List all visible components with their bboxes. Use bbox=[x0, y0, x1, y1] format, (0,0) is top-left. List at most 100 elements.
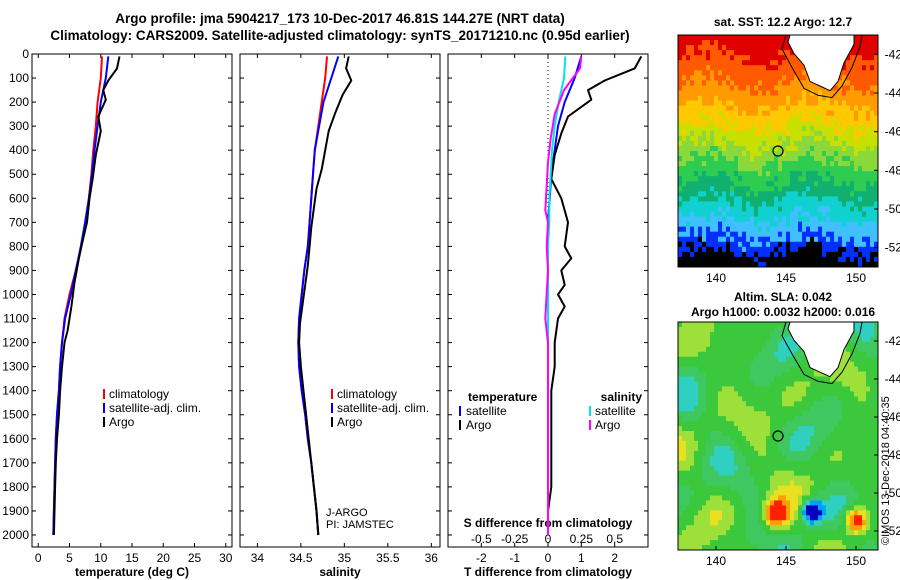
map-cell bbox=[802, 206, 807, 213]
map-cell bbox=[830, 460, 835, 467]
map-cell bbox=[742, 411, 747, 417]
map-cell bbox=[762, 125, 767, 132]
map-cell bbox=[854, 510, 859, 516]
map-cell bbox=[870, 411, 875, 417]
map-cell bbox=[834, 421, 839, 427]
map-cell bbox=[774, 105, 779, 112]
map-cell bbox=[838, 201, 843, 207]
map-cell bbox=[734, 171, 739, 177]
map-cell bbox=[794, 515, 799, 521]
map-cell bbox=[818, 480, 823, 487]
map-cell bbox=[778, 151, 783, 157]
map-cell bbox=[762, 256, 767, 263]
map-cell bbox=[718, 465, 723, 472]
map-cell bbox=[686, 510, 691, 516]
lon-tick-label: 150 bbox=[846, 271, 866, 285]
map-cell bbox=[746, 401, 751, 407]
map-cell bbox=[810, 366, 815, 373]
map-cell bbox=[798, 75, 803, 81]
map-cell bbox=[794, 505, 799, 511]
map-cell bbox=[698, 505, 703, 511]
map-cell bbox=[778, 445, 783, 452]
map-cell bbox=[758, 421, 763, 427]
map-cell bbox=[730, 70, 735, 76]
map-cell bbox=[718, 470, 723, 477]
map-cell bbox=[746, 485, 751, 492]
map-cell bbox=[690, 485, 695, 492]
map-cell bbox=[806, 110, 811, 117]
map-cell bbox=[794, 361, 799, 368]
map-cell bbox=[742, 495, 747, 501]
map-cell bbox=[730, 381, 735, 387]
map-cell bbox=[830, 490, 835, 496]
map-cell bbox=[750, 226, 755, 233]
map-cell bbox=[874, 236, 879, 243]
map-cell bbox=[770, 401, 775, 407]
map-cell bbox=[682, 140, 687, 147]
x-tick-label: 34.5 bbox=[289, 551, 313, 565]
map-cell bbox=[870, 35, 875, 41]
map-cell bbox=[738, 221, 743, 228]
map-cell bbox=[826, 515, 831, 521]
map-cell bbox=[826, 201, 831, 207]
map-cell bbox=[834, 176, 839, 182]
map-cell bbox=[734, 465, 739, 472]
map-cell bbox=[710, 85, 715, 91]
map-cell bbox=[850, 366, 855, 373]
map-cell bbox=[690, 515, 695, 521]
map-cell bbox=[730, 535, 735, 541]
map-cell bbox=[690, 545, 695, 551]
map-cell bbox=[790, 161, 795, 167]
map-cell bbox=[746, 60, 751, 66]
map-cell bbox=[782, 411, 787, 417]
map-cell bbox=[718, 50, 723, 56]
map-cell bbox=[706, 480, 711, 487]
map-cell bbox=[826, 460, 831, 467]
map-cell bbox=[726, 470, 731, 477]
map-cell bbox=[778, 85, 783, 91]
map-cell bbox=[774, 475, 779, 482]
map-cell bbox=[734, 110, 739, 117]
map-cell bbox=[694, 40, 699, 46]
map-cell bbox=[750, 406, 755, 412]
map-cell bbox=[798, 211, 803, 218]
map-cell bbox=[714, 231, 719, 238]
map-cell bbox=[862, 356, 867, 363]
map-cell bbox=[862, 371, 867, 378]
map-cell bbox=[858, 125, 863, 132]
map-cell bbox=[694, 465, 699, 472]
map-cell bbox=[738, 322, 743, 328]
map-cell bbox=[854, 70, 859, 76]
map-cell bbox=[798, 525, 803, 531]
map-cell bbox=[790, 386, 795, 392]
map-cell bbox=[694, 156, 699, 162]
map-cell bbox=[690, 540, 695, 546]
map-cell bbox=[846, 490, 851, 496]
map-cell bbox=[750, 485, 755, 492]
map-cell bbox=[814, 100, 819, 107]
map-cell bbox=[742, 515, 747, 521]
map-cell bbox=[798, 436, 803, 442]
map-cell bbox=[698, 515, 703, 521]
map-cell bbox=[862, 145, 867, 152]
map-cell bbox=[698, 75, 703, 81]
map-cell bbox=[846, 140, 851, 147]
map-cell bbox=[714, 356, 719, 363]
map-cell bbox=[802, 75, 807, 81]
map-cell bbox=[842, 376, 847, 382]
y-tick-label: 1900 bbox=[2, 504, 29, 518]
map-cell bbox=[698, 90, 703, 97]
map-cell bbox=[778, 490, 783, 496]
map-cell bbox=[678, 460, 683, 467]
map-cell bbox=[866, 445, 871, 452]
map-cell bbox=[690, 401, 695, 407]
map-cell bbox=[686, 505, 691, 511]
map-cell bbox=[726, 480, 731, 487]
map-cell bbox=[738, 445, 743, 452]
map-cell bbox=[690, 251, 695, 258]
map-cell bbox=[758, 545, 763, 551]
map-cell bbox=[838, 445, 843, 452]
map-cell bbox=[706, 485, 711, 492]
map-cell bbox=[778, 75, 783, 81]
map-cell bbox=[734, 341, 739, 348]
